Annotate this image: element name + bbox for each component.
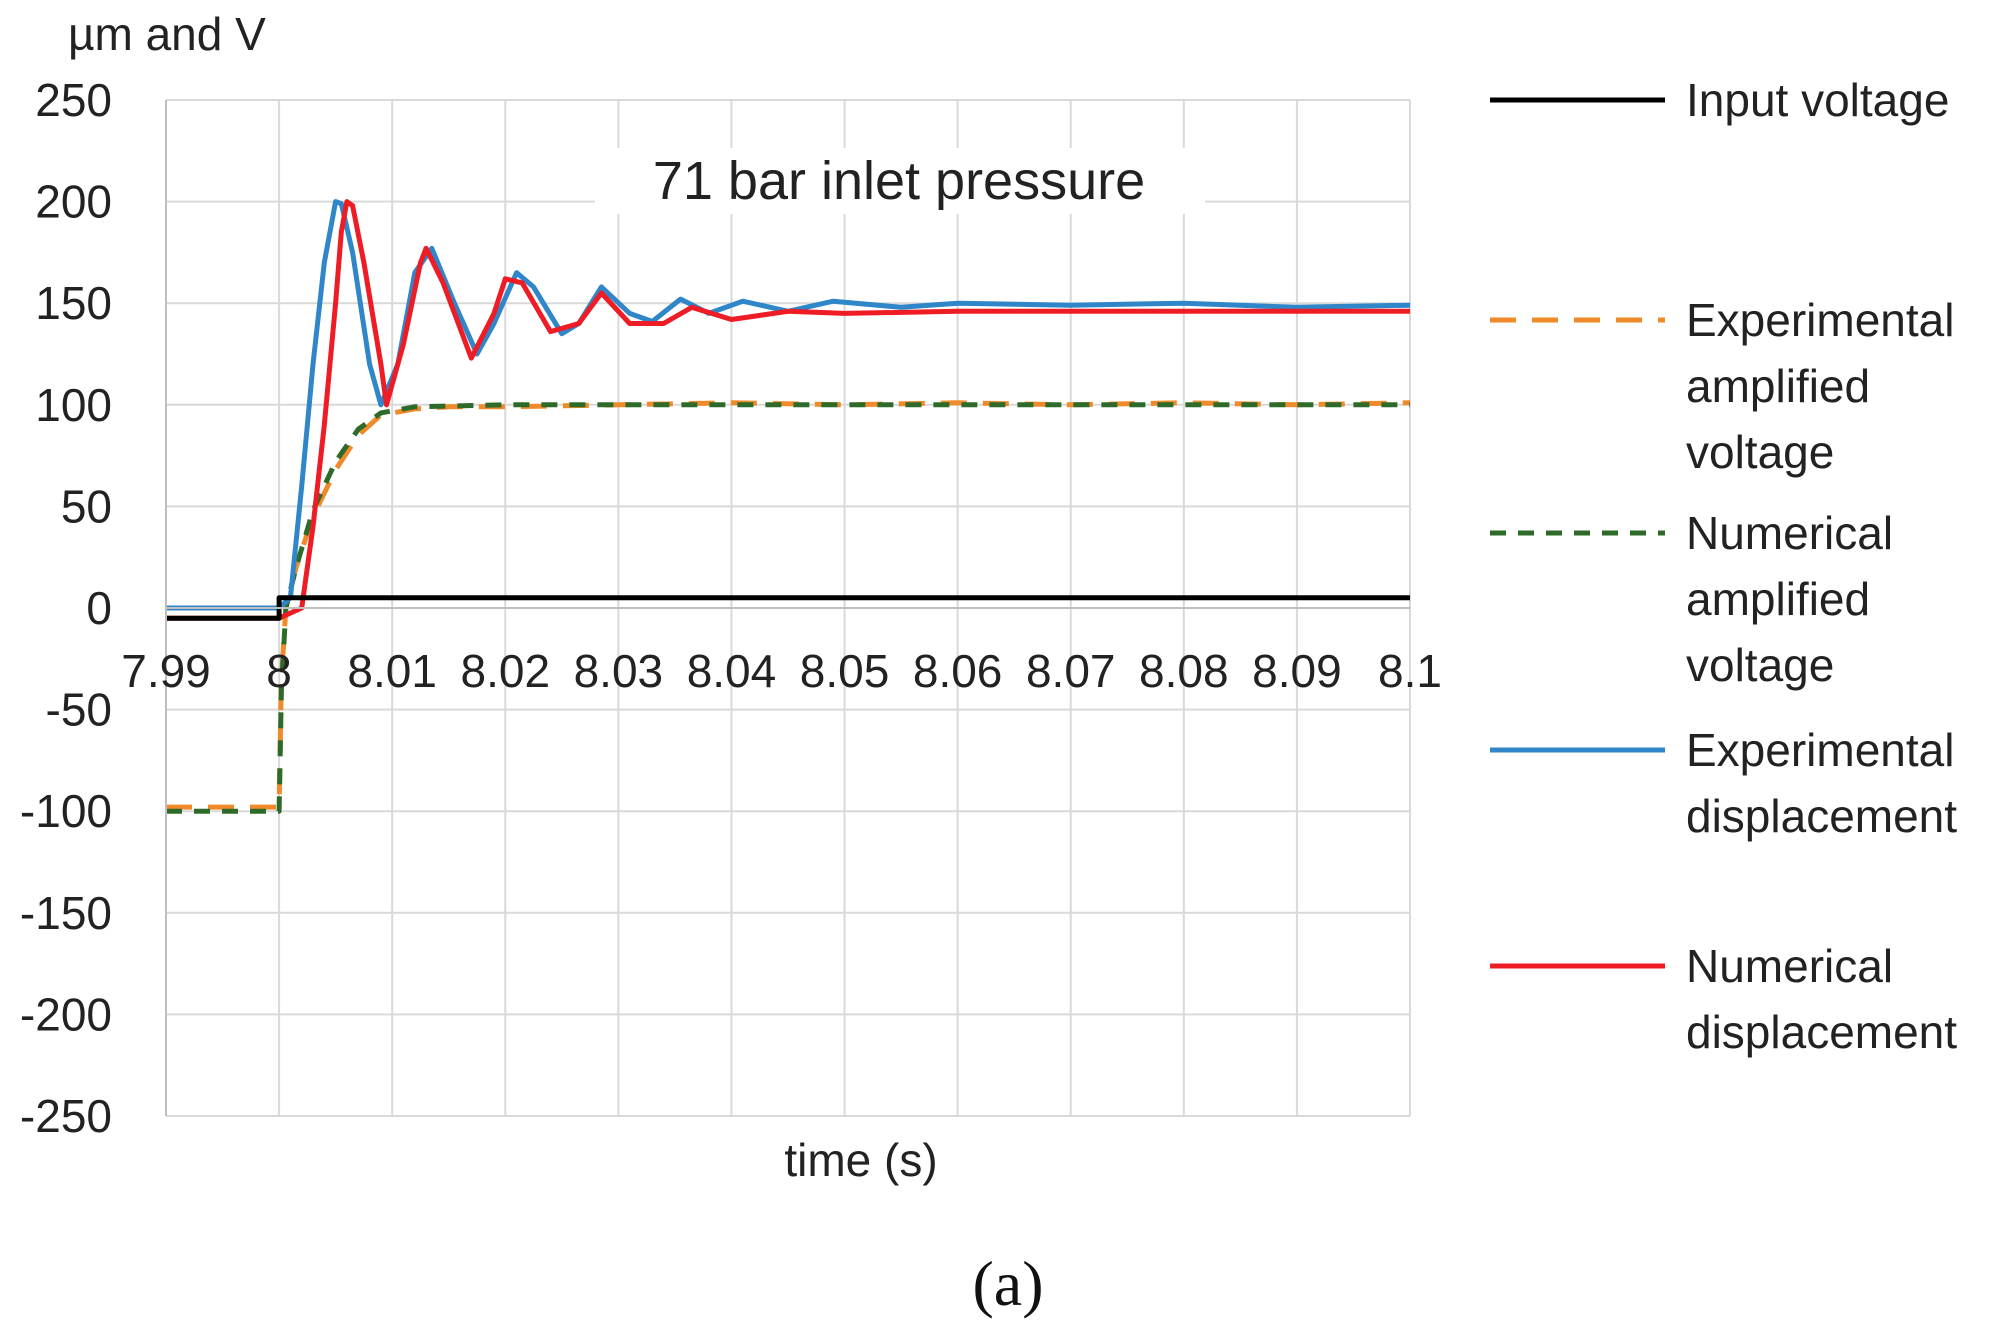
legend-label: voltage: [1686, 639, 1834, 691]
x-axis-label: time (s): [784, 1134, 937, 1186]
x-tick-label: 8.08: [1139, 645, 1229, 697]
x-tick-label: 7.99: [121, 645, 211, 697]
series-line-numerical-amplified-voltage: [166, 402, 1410, 814]
x-tick-label: 8.07: [1026, 645, 1116, 697]
y-tick-label: -150: [20, 887, 112, 939]
y-tick-label: 0: [86, 582, 112, 634]
y-tick-label: 50: [61, 480, 112, 532]
legend-label: displacement: [1686, 790, 1957, 842]
legend-label: amplified: [1686, 360, 1870, 412]
y-axis-label: µm and V: [68, 8, 266, 60]
y-tick-label: 250: [35, 74, 112, 126]
chart-annotation: 71 bar inlet pressure: [653, 151, 1145, 211]
axes: 250 200 150 100 50 0 -50 -100 -150 -200 -250 7.99 8 8…: [20, 74, 1442, 1142]
legend-label: voltage: [1686, 426, 1834, 478]
legend-label: Experimental: [1686, 294, 1954, 346]
legend: Input voltage Experimental amplified voltag…: [1490, 74, 1957, 1058]
x-tick-label: 8: [266, 645, 292, 697]
legend-label: amplified: [1686, 573, 1870, 625]
series-line-numerical-displacement: [166, 199, 1410, 621]
y-tick-label: 200: [35, 176, 112, 228]
legend-label: displacement: [1686, 1006, 1957, 1058]
y-tick-label: -50: [46, 684, 112, 736]
y-tick-label: 150: [35, 277, 112, 329]
legend-label: Input voltage: [1686, 74, 1949, 126]
y-tick-label: 100: [35, 379, 112, 431]
figure-caption-label: (a): [972, 1248, 1043, 1319]
x-tick-label: 8.06: [913, 645, 1003, 697]
legend-label: Experimental: [1686, 724, 1954, 776]
x-tick-label: 8.02: [461, 645, 551, 697]
legend-label: Numerical: [1686, 940, 1893, 992]
y-tick-label: -200: [20, 988, 112, 1040]
x-tick-label: 8.01: [347, 645, 437, 697]
x-tick-label: 8.1: [1378, 645, 1442, 697]
series-layer: [166, 199, 1411, 814]
x-tick-label: 8.03: [574, 645, 664, 697]
x-tick-label: 8.05: [800, 645, 890, 697]
annotation-background: [595, 148, 1205, 214]
y-tick-label: -100: [20, 785, 112, 837]
series-line-experimental-displacement: [166, 199, 1411, 611]
y-tick-label: -250: [20, 1090, 112, 1142]
legend-label: Numerical: [1686, 507, 1893, 559]
x-tick-label: 8.09: [1252, 645, 1342, 697]
x-tick-label: 8.04: [687, 645, 777, 697]
